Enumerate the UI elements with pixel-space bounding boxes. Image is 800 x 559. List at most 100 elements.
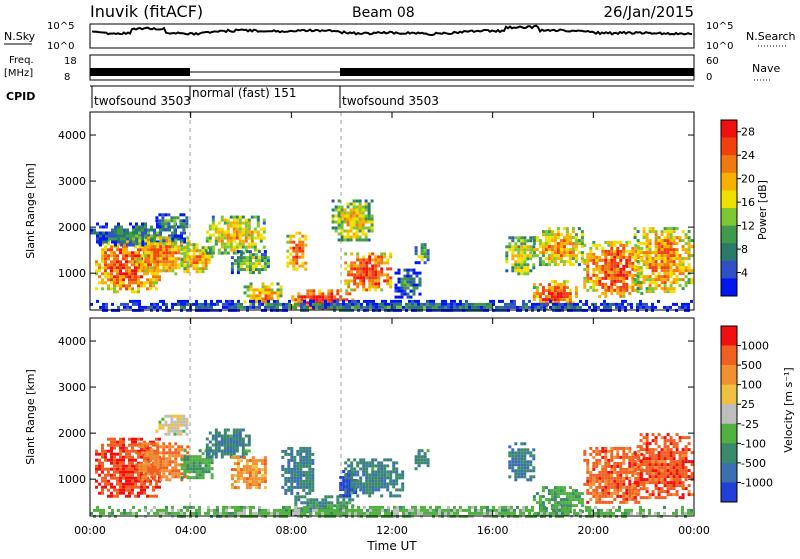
range-gate-cell bbox=[131, 260, 134, 263]
range-gate-cell bbox=[132, 226, 135, 229]
range-gate-cell bbox=[263, 237, 266, 240]
range-gate-cell bbox=[661, 257, 664, 260]
range-gate-cell bbox=[196, 473, 199, 476]
range-gate-cell bbox=[649, 451, 652, 454]
range-gate-cell bbox=[221, 438, 224, 441]
range-gate-cell bbox=[297, 498, 300, 501]
range-gate-cell bbox=[258, 262, 261, 265]
range-gate-cell bbox=[365, 221, 368, 224]
range-gate-cell bbox=[522, 303, 525, 306]
range-gate-cell bbox=[211, 476, 214, 479]
range-gate-cell bbox=[441, 303, 444, 306]
range-gate-cell bbox=[525, 303, 528, 306]
range-gate-cell bbox=[218, 222, 221, 225]
range-gate-cell bbox=[628, 480, 631, 483]
range-gate-cell bbox=[526, 239, 529, 242]
range-gate-cell bbox=[658, 472, 661, 475]
range-gate-cell bbox=[254, 249, 257, 252]
range-gate-cell bbox=[563, 242, 566, 245]
range-gate-cell bbox=[572, 498, 575, 501]
range-gate-cell bbox=[563, 498, 566, 501]
range-gate-cell bbox=[619, 277, 622, 280]
range-gate-cell bbox=[159, 478, 162, 481]
range-gate-cell bbox=[344, 267, 347, 270]
range-gate-cell bbox=[560, 233, 563, 236]
range-gate-cell bbox=[542, 254, 545, 257]
range-gate-cell bbox=[102, 241, 105, 244]
range-gate-cell bbox=[167, 424, 170, 427]
range-gate-cell bbox=[146, 281, 149, 284]
range-gate-cell bbox=[134, 278, 137, 281]
range-gate-cell bbox=[551, 292, 554, 295]
range-gate-cell bbox=[149, 281, 152, 284]
range-gate-cell bbox=[359, 212, 362, 215]
range-gate-cell bbox=[177, 235, 180, 238]
range-gate-cell bbox=[356, 264, 359, 267]
range-gate-cell bbox=[171, 269, 174, 272]
range-gate-cell bbox=[138, 245, 141, 248]
range-gate-cell bbox=[514, 463, 517, 466]
range-gate-cell bbox=[299, 462, 302, 465]
range-gate-cell bbox=[545, 233, 548, 236]
range-gate-cell bbox=[206, 450, 209, 453]
range-gate-cell bbox=[616, 274, 619, 277]
range-gate-cell bbox=[308, 471, 311, 474]
range-gate-cell bbox=[477, 306, 480, 309]
range-gate-cell bbox=[616, 271, 619, 274]
range-gate-cell bbox=[664, 436, 667, 439]
range-gate-cell bbox=[239, 231, 242, 234]
range-gate-cell bbox=[113, 444, 116, 447]
range-gate-cell bbox=[125, 471, 128, 474]
range-gate-cell bbox=[193, 258, 196, 261]
range-gate-cell bbox=[432, 300, 435, 303]
range-gate-cell bbox=[108, 235, 111, 238]
range-gate-cell bbox=[667, 466, 670, 469]
range-gate-cell bbox=[181, 258, 184, 261]
range-gate-cell bbox=[508, 245, 511, 248]
range-gate-cell bbox=[643, 278, 646, 281]
range-gate-cell bbox=[120, 244, 123, 247]
range-gate-cell bbox=[380, 485, 383, 488]
range-gate-cell bbox=[201, 303, 204, 306]
range-gate-cell bbox=[224, 447, 227, 450]
range-gate-cell bbox=[174, 248, 177, 251]
range-gate-cell bbox=[646, 463, 649, 466]
range-gate-cell bbox=[557, 286, 560, 289]
range-gate-cell bbox=[616, 474, 619, 477]
range-gate-cell bbox=[104, 450, 107, 453]
range-gate-cell bbox=[410, 290, 413, 293]
range-gate-cell bbox=[113, 474, 116, 477]
range-gate-cell bbox=[249, 483, 252, 486]
range-gate-cell bbox=[604, 268, 607, 271]
range-gate-cell bbox=[569, 495, 572, 498]
range-gate-cell bbox=[125, 474, 128, 477]
range-gate-cell bbox=[604, 471, 607, 474]
range-gate-cell bbox=[236, 228, 239, 231]
range-gate-cell bbox=[332, 218, 335, 221]
range-gate-cell bbox=[299, 450, 302, 453]
range-gate-cell bbox=[211, 458, 214, 461]
range-gate-cell bbox=[673, 254, 676, 257]
range-gate-cell bbox=[187, 243, 190, 246]
range-gate-cell bbox=[299, 477, 302, 480]
range-gate-cell bbox=[619, 495, 622, 498]
range-gate-cell bbox=[572, 227, 575, 230]
range-gate-cell bbox=[276, 303, 279, 306]
range-gate-cell bbox=[239, 225, 242, 228]
range-gate-cell bbox=[551, 280, 554, 283]
range-gate-cell bbox=[554, 239, 557, 242]
range-gate-cell bbox=[658, 263, 661, 266]
range-gate-cell bbox=[181, 261, 184, 264]
range-gate-cell bbox=[104, 266, 107, 269]
range-gate-cell bbox=[128, 269, 131, 272]
range-gate-cell bbox=[156, 469, 159, 472]
range-gate-cell bbox=[427, 458, 430, 461]
range-gate-cell bbox=[327, 292, 330, 295]
range-gate-cell bbox=[336, 501, 339, 504]
range-gate-cell bbox=[242, 450, 245, 453]
range-gate-cell bbox=[616, 465, 619, 468]
range-gate-cell bbox=[655, 460, 658, 463]
range-gate-cell bbox=[616, 289, 619, 292]
scatter-region-2 bbox=[155, 415, 188, 436]
range-gate-cell bbox=[613, 268, 616, 271]
